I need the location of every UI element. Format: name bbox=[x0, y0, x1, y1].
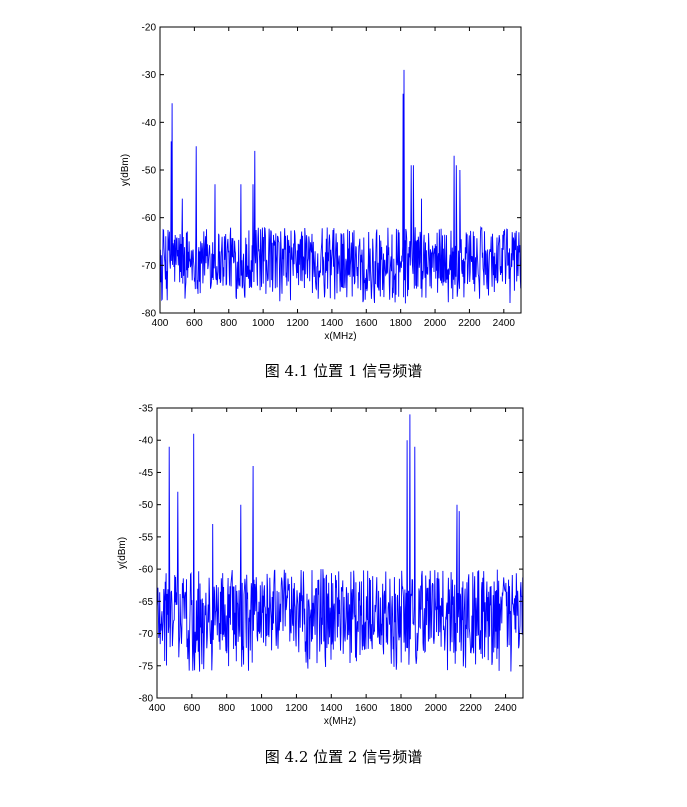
y-tick-label: -50 bbox=[142, 166, 157, 177]
signal-trace bbox=[159, 69, 522, 304]
y-axis-label: y(dBm) bbox=[120, 154, 131, 186]
y-tick-label: -30 bbox=[142, 70, 157, 81]
x-tick-label: 1000 bbox=[250, 703, 273, 714]
y-tick-label: -70 bbox=[139, 629, 154, 640]
y-tick-label: -60 bbox=[139, 565, 154, 576]
x-tick-label: 1400 bbox=[321, 318, 344, 329]
x-tick-label: 1200 bbox=[285, 703, 308, 714]
x-tick-label: 2000 bbox=[424, 318, 447, 329]
x-tick-label: 2400 bbox=[494, 703, 517, 714]
x-axis-label: x(MHz) bbox=[324, 716, 356, 727]
figure-caption-1: 图 4.1 位置 1 信号频谱 bbox=[264, 362, 423, 380]
plot-frame bbox=[156, 407, 524, 699]
x-tick-label: 1200 bbox=[286, 318, 309, 329]
x-tick-label: 400 bbox=[149, 703, 166, 714]
x-tick-label: 2200 bbox=[460, 703, 483, 714]
x-tick-label: 800 bbox=[220, 318, 237, 329]
x-tick-label: 1000 bbox=[252, 318, 275, 329]
x-tick-label: 1600 bbox=[355, 703, 378, 714]
y-tick-label: -20 bbox=[142, 23, 157, 34]
figure-caption-2: 图 4.2 位置 2 信号频谱 bbox=[264, 748, 423, 766]
y-tick-label: -40 bbox=[139, 436, 154, 447]
signal-trace bbox=[156, 414, 524, 672]
spectrum-chart-2: 400 600 800 1000 1200 1400 1600 1800 2000 2200 240… bbox=[117, 404, 524, 727]
x-tick-label: 400 bbox=[152, 318, 169, 329]
y-tick-label: -40 bbox=[142, 118, 157, 129]
y-tick-label: -55 bbox=[139, 532, 154, 543]
x-tick-label: 1600 bbox=[355, 318, 378, 329]
y-tick-label: -50 bbox=[139, 500, 154, 511]
x-tick-label: 800 bbox=[218, 703, 235, 714]
x-tick-label: 2000 bbox=[425, 703, 448, 714]
y-tick-label: -60 bbox=[142, 213, 157, 224]
x-tick-label: 1800 bbox=[390, 318, 413, 329]
x-tick-label: 2200 bbox=[458, 318, 481, 329]
y-tick-label: -65 bbox=[139, 597, 154, 608]
y-tick-label: -80 bbox=[142, 309, 157, 320]
spectrum-chart-1: 400 600 800 1000 1200 1400 1600 1800 2000 2200 240… bbox=[120, 23, 522, 342]
y-tick-label: -75 bbox=[139, 661, 154, 672]
y-tick-label: -45 bbox=[139, 468, 154, 479]
x-tick-label: 1800 bbox=[390, 703, 413, 714]
x-tick-label: 600 bbox=[186, 318, 203, 329]
x-tick-label: 600 bbox=[184, 703, 201, 714]
x-tick-label: 1400 bbox=[320, 703, 343, 714]
y-tick-label: -70 bbox=[142, 261, 157, 272]
y-axis-label: y(dBm) bbox=[117, 537, 128, 569]
y-tick-label: -35 bbox=[139, 404, 154, 415]
x-axis-label: x(MHz) bbox=[324, 331, 356, 342]
x-tick-label: 2400 bbox=[493, 318, 516, 329]
y-tick-label: -80 bbox=[139, 694, 154, 705]
